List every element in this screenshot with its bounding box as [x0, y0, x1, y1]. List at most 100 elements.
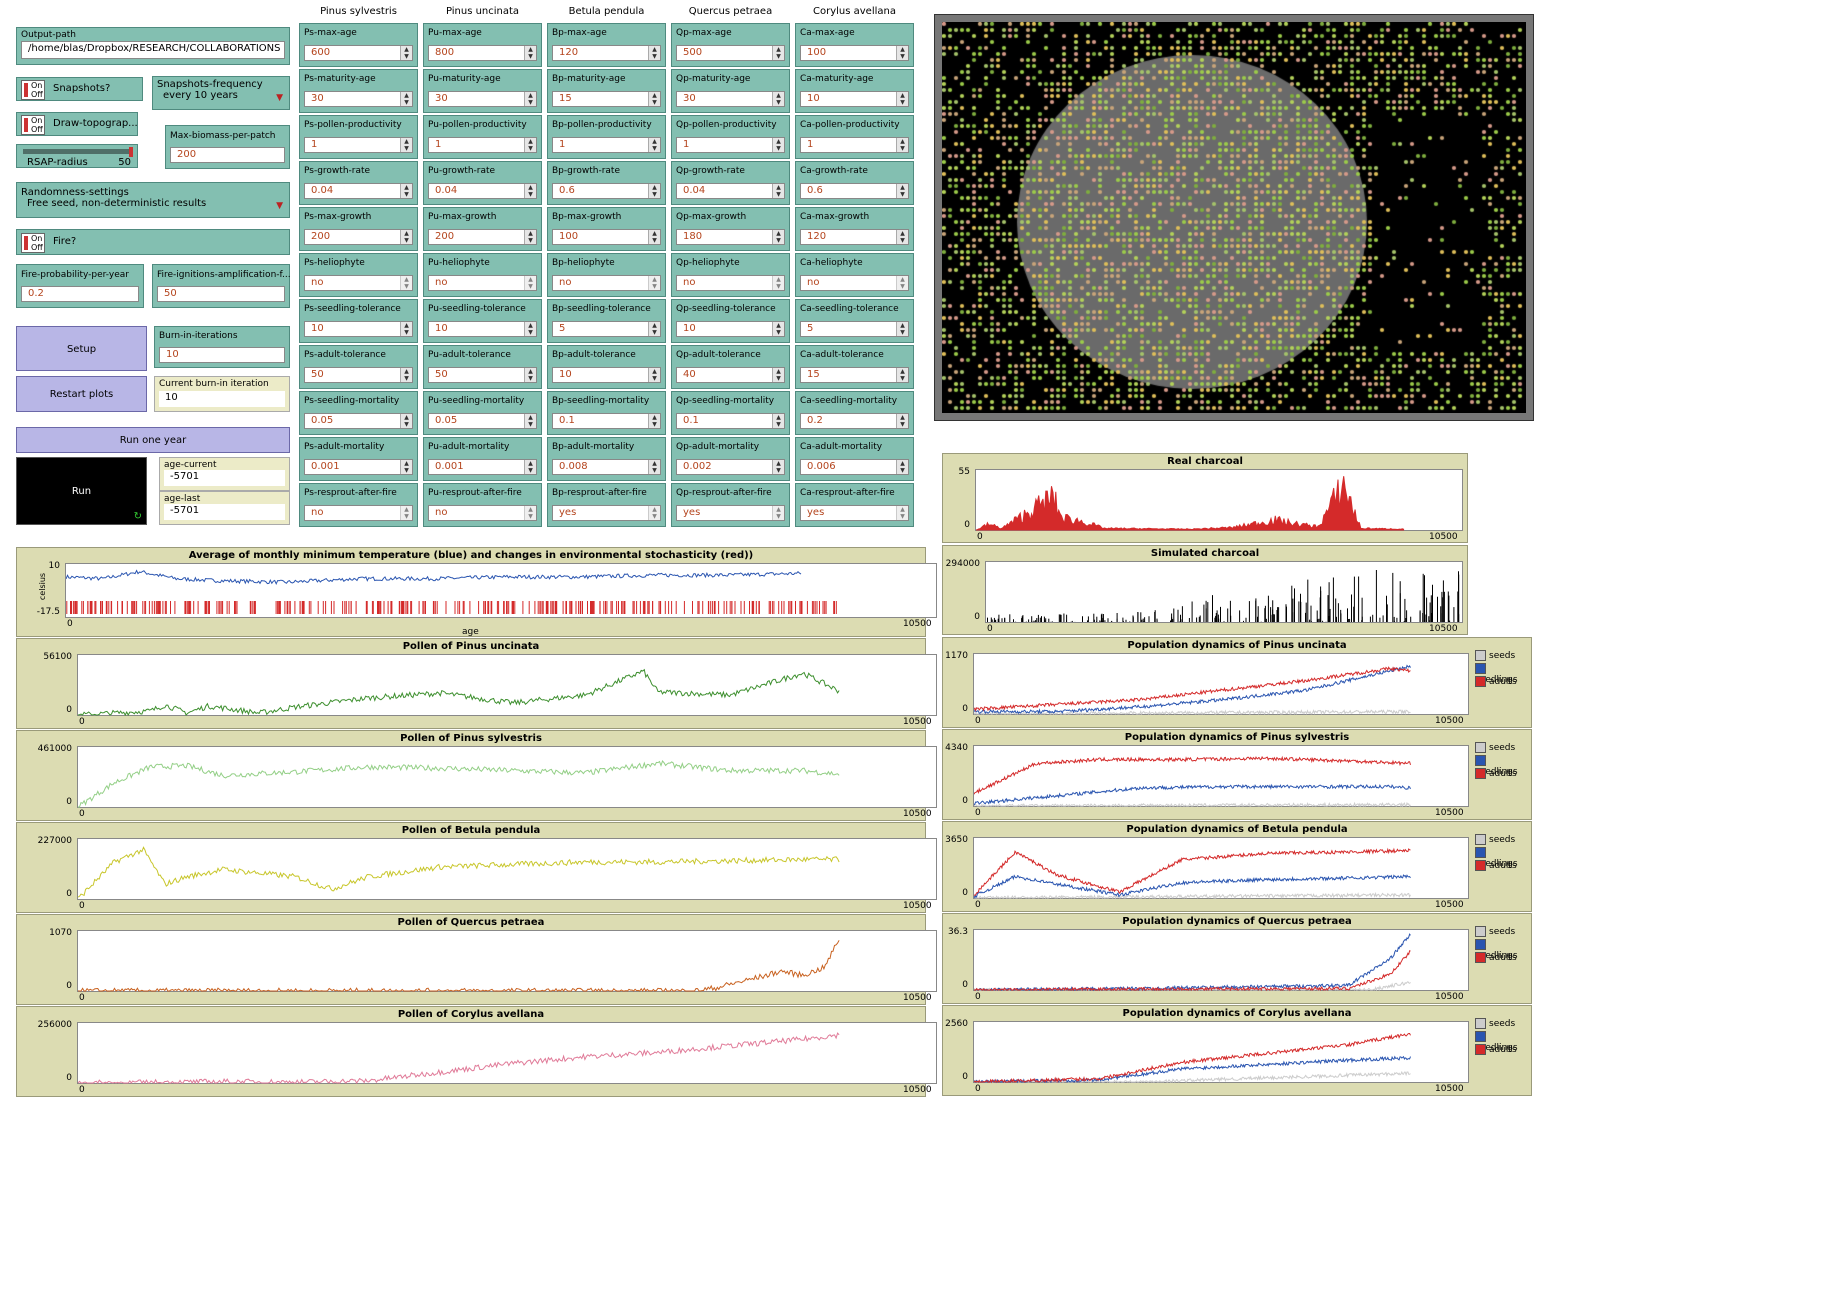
spinner-arrows-icon[interactable]: ▲ ▼	[648, 230, 660, 244]
parameter-input[interactable]: Ca-seedling-mortality 0.2 ▲ ▼	[795, 391, 914, 435]
spinner-arrows-icon[interactable]: ▲ ▼	[772, 322, 784, 336]
parameter-value[interactable]: 30 ▲ ▼	[428, 91, 537, 107]
output-path-value[interactable]: /home/blas/Dropbox/RESEARCH/COLLABORATIO…	[21, 41, 285, 59]
slider-track[interactable]	[23, 149, 133, 154]
spinner-arrows-icon[interactable]: ▲ ▼	[648, 322, 660, 336]
parameter-value[interactable]: 180 ▲ ▼	[676, 229, 785, 245]
draw-topography-toggle[interactable]: On Off	[21, 115, 45, 135]
parameter-input[interactable]: Ca-max-growth 120 ▲ ▼	[795, 207, 914, 251]
parameter-input[interactable]: Ps-resprout-after-fire no ▲ ▼	[299, 483, 418, 527]
parameter-input[interactable]: Ca-resprout-after-fire yes ▲ ▼	[795, 483, 914, 527]
parameter-value[interactable]: 600 ▲ ▼	[304, 45, 413, 61]
fire-probability-value[interactable]: 0.2	[21, 286, 139, 302]
parameter-input[interactable]: Ps-seedling-tolerance 10 ▲ ▼	[299, 299, 418, 343]
snapshots-frequency-chooser[interactable]: Snapshots-frequency every 10 years ▼	[152, 76, 290, 110]
spinner-arrows-icon[interactable]: ▲ ▼	[896, 322, 908, 336]
spinner-arrows-icon[interactable]: ▲ ▼	[400, 230, 412, 244]
world-canvas[interactable]	[942, 22, 1526, 413]
parameter-input[interactable]: Bp-max-age 120 ▲ ▼	[547, 23, 666, 67]
parameter-value[interactable]: 0.002 ▲ ▼	[676, 459, 785, 475]
parameter-input[interactable]: Ps-adult-mortality 0.001 ▲ ▼	[299, 437, 418, 481]
randomness-chooser[interactable]: Randomness-settings Free seed, non-deter…	[16, 182, 290, 218]
parameter-value[interactable]: 200 ▲ ▼	[304, 229, 413, 245]
spinner-arrows-icon[interactable]: ▲ ▼	[400, 184, 412, 198]
parameter-value[interactable]: 0.6 ▲ ▼	[552, 183, 661, 199]
output-path-input[interactable]: Output-path /home/blas/Dropbox/RESEARCH/…	[16, 27, 290, 65]
spinner-arrows-icon[interactable]: ▲ ▼	[896, 230, 908, 244]
rsap-radius-slider[interactable]: RSAP-radius 50	[16, 144, 138, 168]
parameter-input[interactable]: Pu-max-growth 200 ▲ ▼	[423, 207, 542, 251]
spinner-arrows-icon[interactable]: ▲ ▼	[896, 92, 908, 106]
spinner-arrows-icon[interactable]: ▲ ▼	[772, 506, 784, 520]
spinner-arrows-icon[interactable]: ▲ ▼	[400, 460, 412, 474]
spinner-arrows-icon[interactable]: ▲ ▼	[524, 46, 536, 60]
parameter-input[interactable]: Qp-maturity-age 30 ▲ ▼	[671, 69, 790, 113]
spinner-arrows-icon[interactable]: ▲ ▼	[772, 414, 784, 428]
parameter-value[interactable]: 30 ▲ ▼	[304, 91, 413, 107]
parameter-value[interactable]: yes ▲ ▼	[676, 505, 785, 521]
parameter-value[interactable]: no ▲ ▼	[428, 505, 537, 521]
parameter-value[interactable]: 1 ▲ ▼	[552, 137, 661, 153]
parameter-input[interactable]: Qp-pollen-productivity 1 ▲ ▼	[671, 115, 790, 159]
parameter-input[interactable]: Qp-seedling-mortality 0.1 ▲ ▼	[671, 391, 790, 435]
parameter-input[interactable]: Bp-seedling-tolerance 5 ▲ ▼	[547, 299, 666, 343]
fire-toggle[interactable]: On Off	[21, 233, 45, 253]
parameter-input[interactable]: Qp-adult-tolerance 40 ▲ ▼	[671, 345, 790, 389]
parameter-input[interactable]: Ca-adult-mortality 0.006 ▲ ▼	[795, 437, 914, 481]
parameter-value[interactable]: 30 ▲ ▼	[676, 91, 785, 107]
slider-handle[interactable]	[129, 147, 133, 157]
spinner-arrows-icon[interactable]: ▲ ▼	[648, 184, 660, 198]
parameter-input[interactable]: Ps-adult-tolerance 50 ▲ ▼	[299, 345, 418, 389]
randomness-value[interactable]: Free seed, non-deterministic results	[21, 197, 285, 213]
parameter-value[interactable]: no ▲ ▼	[800, 275, 909, 291]
spinner-arrows-icon[interactable]: ▲ ▼	[524, 506, 536, 520]
spinner-arrows-icon[interactable]: ▲ ▼	[400, 138, 412, 152]
spinner-arrows-icon[interactable]: ▲ ▼	[896, 460, 908, 474]
parameter-value[interactable]: 0.006 ▲ ▼	[800, 459, 909, 475]
run-forever-button[interactable]: Run ↻	[16, 457, 147, 525]
spinner-arrows-icon[interactable]: ▲ ▼	[524, 460, 536, 474]
parameter-value[interactable]: 1 ▲ ▼	[800, 137, 909, 153]
spinner-arrows-icon[interactable]: ▲ ▼	[524, 230, 536, 244]
parameter-input[interactable]: Ps-heliophyte no ▲ ▼	[299, 253, 418, 297]
spinner-arrows-icon[interactable]: ▲ ▼	[648, 414, 660, 428]
parameter-input[interactable]: Pu-heliophyte no ▲ ▼	[423, 253, 542, 297]
parameter-value[interactable]: 10 ▲ ▼	[676, 321, 785, 337]
parameter-value[interactable]: 10 ▲ ▼	[304, 321, 413, 337]
fire-ignitions-input[interactable]: Fire-ignitions-amplification-f... 50	[152, 264, 291, 308]
spinner-arrows-icon[interactable]: ▲ ▼	[772, 368, 784, 382]
parameter-input[interactable]: Ca-growth-rate 0.6 ▲ ▼	[795, 161, 914, 205]
run-one-year-button[interactable]: Run one year	[16, 427, 290, 453]
parameter-input[interactable]: Ca-pollen-productivity 1 ▲ ▼	[795, 115, 914, 159]
spinner-arrows-icon[interactable]: ▲ ▼	[896, 138, 908, 152]
spinner-arrows-icon[interactable]: ▲ ▼	[524, 322, 536, 336]
spinner-arrows-icon[interactable]: ▲ ▼	[772, 276, 784, 290]
parameter-input[interactable]: Qp-resprout-after-fire yes ▲ ▼	[671, 483, 790, 527]
burn-in-value[interactable]: 10	[159, 347, 285, 363]
parameter-input[interactable]: Pu-adult-mortality 0.001 ▲ ▼	[423, 437, 542, 481]
parameter-value[interactable]: 0.04 ▲ ▼	[676, 183, 785, 199]
parameter-value[interactable]: 200 ▲ ▼	[428, 229, 537, 245]
parameter-input[interactable]: Bp-max-growth 100 ▲ ▼	[547, 207, 666, 251]
parameter-input[interactable]: Ps-seedling-mortality 0.05 ▲ ▼	[299, 391, 418, 435]
parameter-input[interactable]: Ps-max-growth 200 ▲ ▼	[299, 207, 418, 251]
parameter-value[interactable]: 120 ▲ ▼	[800, 229, 909, 245]
parameter-input[interactable]: Pu-seedling-mortality 0.05 ▲ ▼	[423, 391, 542, 435]
parameter-value[interactable]: 0.1 ▲ ▼	[552, 413, 661, 429]
parameter-input[interactable]: Pu-maturity-age 30 ▲ ▼	[423, 69, 542, 113]
parameter-value[interactable]: 0.001 ▲ ▼	[428, 459, 537, 475]
spinner-arrows-icon[interactable]: ▲ ▼	[400, 276, 412, 290]
spinner-arrows-icon[interactable]: ▲ ▼	[772, 230, 784, 244]
parameter-value[interactable]: 10 ▲ ▼	[800, 91, 909, 107]
parameter-input[interactable]: Bp-seedling-mortality 0.1 ▲ ▼	[547, 391, 666, 435]
fire-ignitions-value[interactable]: 50	[157, 286, 285, 302]
spinner-arrows-icon[interactable]: ▲ ▼	[648, 46, 660, 60]
parameter-value[interactable]: 10 ▲ ▼	[428, 321, 537, 337]
parameter-value[interactable]: 1 ▲ ▼	[304, 137, 413, 153]
parameter-input[interactable]: Bp-adult-tolerance 10 ▲ ▼	[547, 345, 666, 389]
parameter-value[interactable]: 5 ▲ ▼	[552, 321, 661, 337]
parameter-input[interactable]: Bp-adult-mortality 0.008 ▲ ▼	[547, 437, 666, 481]
parameter-input[interactable]: Bp-growth-rate 0.6 ▲ ▼	[547, 161, 666, 205]
parameter-value[interactable]: 0.05 ▲ ▼	[428, 413, 537, 429]
spinner-arrows-icon[interactable]: ▲ ▼	[648, 138, 660, 152]
